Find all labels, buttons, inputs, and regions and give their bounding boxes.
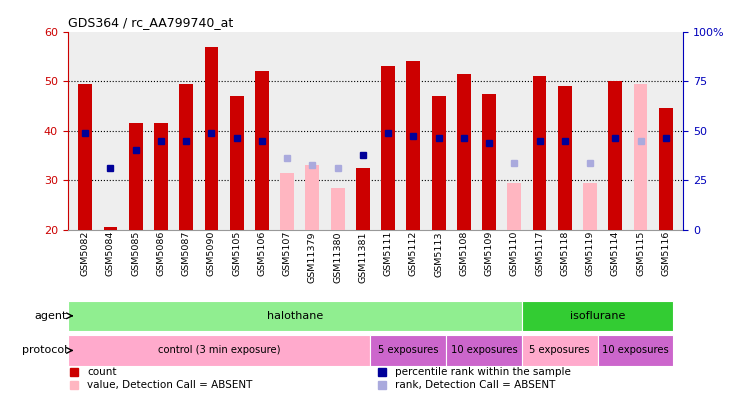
Bar: [598, 335, 674, 366]
Text: GSM5115: GSM5115: [636, 231, 645, 276]
Text: GSM11380: GSM11380: [333, 231, 342, 283]
Text: halothane: halothane: [267, 311, 323, 321]
Text: GSM5112: GSM5112: [409, 231, 418, 276]
Text: GSM11381: GSM11381: [358, 231, 367, 283]
Text: GSM5114: GSM5114: [611, 231, 620, 276]
Bar: [558, 86, 572, 230]
Text: rank, Detection Call = ABSENT: rank, Detection Call = ABSENT: [395, 380, 556, 390]
Text: GSM5085: GSM5085: [131, 231, 140, 276]
Text: 5 exposures: 5 exposures: [378, 345, 439, 356]
Text: 10 exposures: 10 exposures: [602, 345, 669, 356]
Bar: [204, 46, 219, 230]
Text: GSM5106: GSM5106: [258, 231, 267, 276]
Text: protocol: protocol: [22, 345, 67, 356]
Text: percentile rank within the sample: percentile rank within the sample: [395, 367, 571, 377]
Bar: [532, 76, 547, 230]
Bar: [306, 165, 319, 230]
Bar: [68, 335, 370, 366]
Text: GSM5119: GSM5119: [586, 231, 595, 276]
Text: GSM5111: GSM5111: [384, 231, 393, 276]
Text: GSM5108: GSM5108: [460, 231, 469, 276]
Bar: [370, 335, 446, 366]
Text: GSM5105: GSM5105: [232, 231, 241, 276]
Bar: [128, 123, 143, 230]
Text: GSM5086: GSM5086: [156, 231, 165, 276]
Text: GSM5110: GSM5110: [510, 231, 519, 276]
Text: GSM5117: GSM5117: [535, 231, 544, 276]
Text: GSM5107: GSM5107: [282, 231, 291, 276]
Bar: [634, 84, 647, 230]
Bar: [78, 84, 92, 230]
Text: GSM5082: GSM5082: [81, 231, 90, 276]
Bar: [382, 66, 395, 230]
Text: GSM11379: GSM11379: [308, 231, 317, 283]
Bar: [255, 71, 269, 230]
Bar: [432, 96, 445, 230]
Bar: [508, 183, 521, 230]
Text: GSM5084: GSM5084: [106, 231, 115, 276]
Bar: [104, 227, 117, 230]
Bar: [522, 335, 598, 366]
Bar: [583, 183, 597, 230]
Text: GSM5109: GSM5109: [484, 231, 493, 276]
Text: control (3 min exposure): control (3 min exposure): [158, 345, 280, 356]
Text: GSM5116: GSM5116: [661, 231, 670, 276]
Bar: [406, 61, 421, 230]
Text: GDS364 / rc_AA799740_at: GDS364 / rc_AA799740_at: [68, 16, 233, 29]
Bar: [522, 301, 674, 331]
Bar: [356, 168, 369, 230]
Text: GSM5087: GSM5087: [182, 231, 191, 276]
Bar: [179, 84, 193, 230]
Bar: [154, 123, 168, 230]
Bar: [608, 81, 623, 230]
Text: count: count: [87, 367, 117, 377]
Bar: [280, 173, 294, 230]
Text: isoflurane: isoflurane: [570, 311, 626, 321]
Bar: [446, 335, 522, 366]
Bar: [230, 96, 243, 230]
Bar: [659, 109, 673, 230]
Bar: [330, 188, 345, 230]
Bar: [457, 74, 471, 230]
Text: 5 exposures: 5 exposures: [529, 345, 590, 356]
Bar: [482, 93, 496, 230]
Text: value, Detection Call = ABSENT: value, Detection Call = ABSENT: [87, 380, 252, 390]
Bar: [68, 301, 522, 331]
Text: GSM5113: GSM5113: [434, 231, 443, 276]
Text: GSM5090: GSM5090: [207, 231, 216, 276]
Text: GSM5118: GSM5118: [560, 231, 569, 276]
Text: agent: agent: [35, 311, 67, 321]
Text: 10 exposures: 10 exposures: [451, 345, 517, 356]
